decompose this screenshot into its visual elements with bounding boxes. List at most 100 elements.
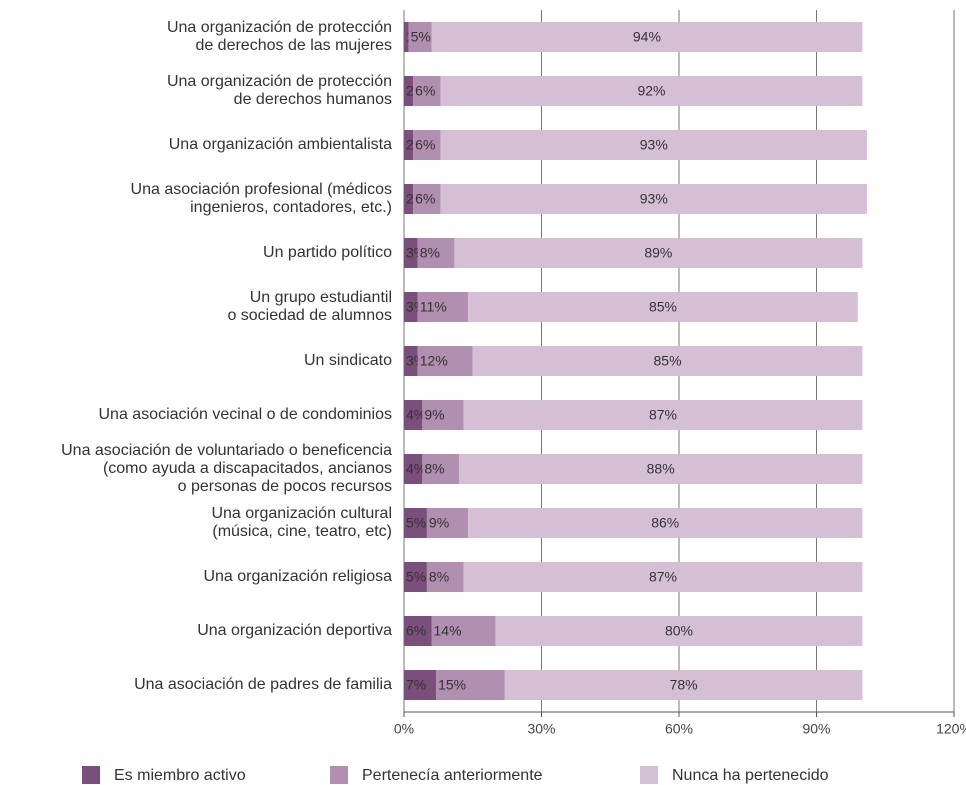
value-label: 4% — [406, 407, 426, 423]
category-label: (música, cine, teatro, etc) — [212, 523, 392, 540]
value-label: 8% — [424, 461, 444, 477]
category-label: Una organización religiosa — [203, 568, 392, 585]
category-label: o sociedad de alumnos — [227, 307, 392, 324]
bar-segment — [413, 76, 441, 106]
value-label: 9% — [429, 515, 449, 531]
value-label: 88% — [647, 461, 675, 477]
value-label: 6% — [415, 191, 435, 207]
category-label: Una organización cultural — [211, 505, 392, 522]
x-tick-label: 30% — [527, 721, 555, 737]
bar-segment — [404, 184, 414, 214]
category-label: Un partido político — [263, 244, 392, 261]
category-label: de derechos de las mujeres — [195, 37, 392, 54]
bar-segment — [404, 508, 427, 538]
bar-segment — [404, 562, 427, 592]
legend-label: Es miembro activo — [114, 767, 246, 784]
bar-segment — [404, 616, 432, 646]
value-label: 8% — [429, 569, 449, 585]
bar-segment — [408, 22, 432, 52]
bar-segment — [426, 508, 469, 538]
bar-segment — [495, 616, 863, 646]
bar-segment — [463, 400, 863, 430]
value-label: 94% — [633, 29, 661, 45]
value-label: 85% — [649, 299, 677, 315]
value-label: 9% — [424, 407, 444, 423]
bar-segment — [440, 76, 863, 106]
category-label: de derechos humanos — [234, 91, 392, 108]
value-label: 87% — [649, 569, 677, 585]
x-tick-label: 60% — [665, 721, 693, 737]
bar-segment — [431, 616, 496, 646]
value-label: 6% — [415, 137, 435, 153]
value-label: 8% — [420, 245, 440, 261]
value-label: 5% — [411, 29, 431, 45]
bar-segment — [413, 184, 441, 214]
value-label: 15% — [438, 677, 466, 693]
value-label: 89% — [644, 245, 672, 261]
bar-segment — [404, 22, 409, 52]
value-label: 80% — [665, 623, 693, 639]
value-label: 85% — [654, 353, 682, 369]
category-label: Una organización ambientalista — [169, 136, 392, 153]
bar-segment — [417, 238, 455, 268]
bar-segment — [431, 22, 863, 52]
value-label: 5% — [406, 569, 426, 585]
value-label: 12% — [420, 353, 448, 369]
category-label: Una asociación de padres de familia — [134, 676, 392, 693]
value-label: 11% — [420, 299, 447, 315]
bar-segment — [417, 346, 473, 376]
bar-segment — [440, 130, 867, 160]
value-label: 86% — [651, 515, 679, 531]
bar-segment — [472, 346, 863, 376]
category-label: Un grupo estudiantil — [250, 289, 392, 306]
bar-segment — [413, 130, 441, 160]
category-label: Una asociación vecinal o de condominios — [98, 406, 392, 423]
legend-label: Pertenecía anteriormente — [362, 767, 543, 784]
bar-segment — [422, 454, 459, 484]
bar-segment — [404, 292, 418, 322]
bar-segment — [404, 238, 418, 268]
bar-segment — [404, 130, 414, 160]
value-label: 93% — [640, 191, 668, 207]
value-label: 6% — [415, 83, 435, 99]
value-label: 78% — [670, 677, 698, 693]
bar-segment — [426, 562, 464, 592]
legend-swatch — [330, 766, 348, 784]
category-label: Una organización de protección — [167, 19, 392, 36]
value-label: 7% — [406, 677, 426, 693]
legend-swatch — [640, 766, 658, 784]
bar-segment — [468, 508, 863, 538]
bar-segment — [468, 292, 858, 322]
bar-segment — [422, 400, 464, 430]
category-label: Una asociación profesional (médicos — [131, 181, 392, 198]
bar-segment — [440, 184, 867, 214]
category-label: o personas de pocos recursos — [178, 478, 392, 495]
bar-segment — [436, 670, 505, 700]
value-label: 14% — [434, 623, 462, 639]
bar-segment — [404, 454, 423, 484]
value-label: 92% — [637, 83, 665, 99]
bar-segment — [404, 346, 418, 376]
category-label: Una organización deportiva — [197, 622, 392, 639]
bar-segment — [404, 670, 437, 700]
value-label: 93% — [640, 137, 668, 153]
bar-segment — [504, 670, 863, 700]
category-label: ingenieros, contadores, etc.) — [190, 199, 392, 216]
x-tick-label: 120% — [936, 721, 966, 737]
bar-segment — [417, 292, 469, 322]
category-label: (como ayuda a discapacitados, ancianos — [103, 460, 392, 477]
legend-swatch — [82, 766, 100, 784]
x-tick-label: 90% — [802, 721, 830, 737]
bar-segment — [404, 400, 423, 430]
value-label: 6% — [406, 623, 426, 639]
x-tick-label: 0% — [394, 721, 414, 737]
category-label: Un sindicato — [304, 352, 392, 369]
legend-label: Nunca ha pertenecido — [672, 767, 829, 784]
category-label: Una asociación de voluntariado o benefic… — [61, 442, 392, 459]
bar-segment — [454, 238, 863, 268]
value-label: 4% — [406, 461, 426, 477]
value-label: 5% — [406, 515, 426, 531]
category-label: Una organización de protección — [167, 73, 392, 90]
bar-segment — [463, 562, 863, 592]
